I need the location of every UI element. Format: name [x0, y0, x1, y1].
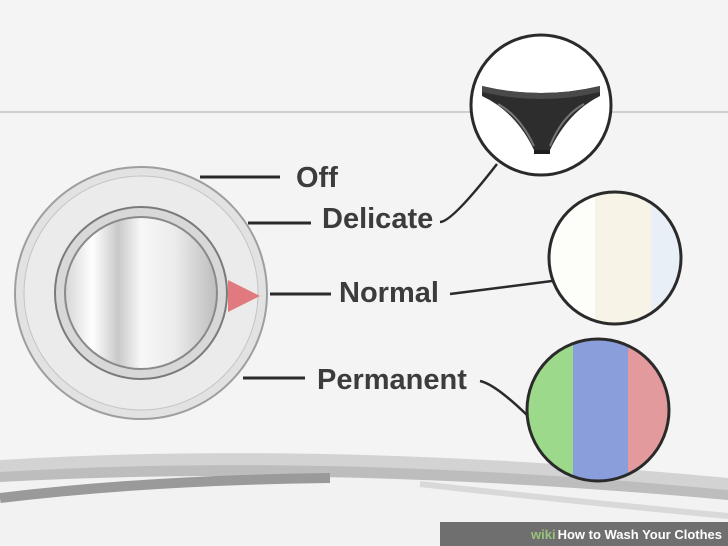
setting-label-off: Off — [296, 162, 338, 194]
swatch-white — [549, 192, 595, 324]
wikihow-watermark: wiki How to Wash Your Clothes — [531, 527, 722, 542]
watermark-brand: wiki — [530, 527, 556, 542]
cycle-dial[interactable] — [14, 166, 268, 420]
connector-permanent — [479, 379, 529, 417]
swatch-cream — [595, 192, 651, 324]
connector-normal — [449, 279, 553, 296]
panel-bottom-stripe — [0, 473, 331, 503]
normal-callout — [547, 190, 683, 326]
watermark-bar — [440, 522, 728, 546]
setting-label-delicate: Delicate — [322, 203, 434, 235]
dial-knob[interactable] — [64, 216, 218, 370]
setting-label-permanent: Permanent — [317, 364, 467, 396]
watermark-title: How to Wash Your Clothes — [557, 527, 722, 542]
swatch-blue — [573, 339, 628, 481]
connector-delicate — [439, 163, 498, 224]
dial-pointer-icon — [228, 280, 260, 312]
swatch-green — [527, 339, 573, 481]
setting-label-normal: Normal — [339, 277, 439, 309]
panel-bottom-stripe-2 — [419, 481, 728, 519]
swatch-pale-blue — [651, 192, 681, 324]
underwear-icon — [482, 86, 600, 154]
delicate-callout — [469, 33, 613, 177]
permanent-callout — [525, 337, 671, 483]
